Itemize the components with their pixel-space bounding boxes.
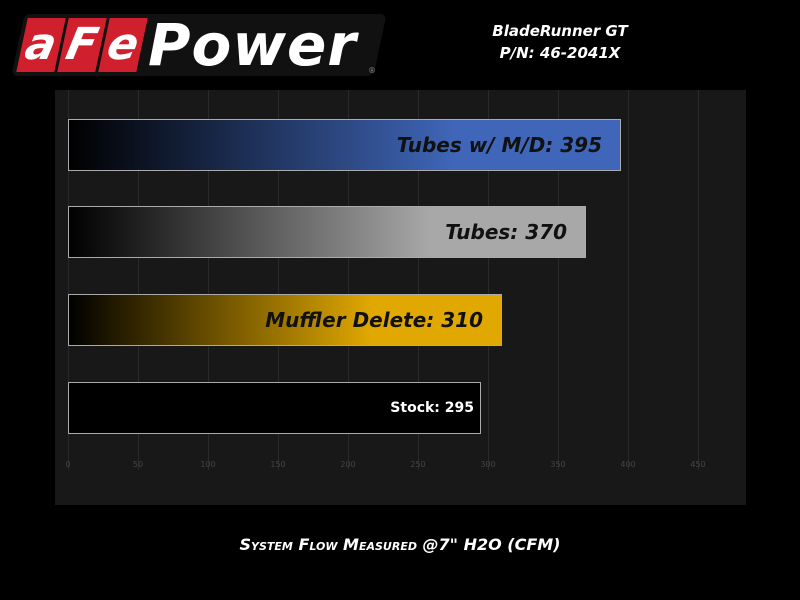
x-axis-label: System Flow Measured @7" H2O (CFM) [239,535,561,554]
bar-data-label: Muffler Delete: 310 [265,308,483,332]
x-tick-label: 450 [690,460,706,469]
x-tick-label: 250 [410,460,426,469]
bar-data-label: Stock: 295 [390,400,474,416]
gridline [698,90,699,470]
x-tick-label: 150 [270,460,286,469]
registered-mark: ® [368,66,376,75]
bar-data-label: Tubes w/ M/D: 395 [396,133,602,157]
chart-title: BladeRunner GT P/N: 46-2041X [440,20,680,64]
bar: Tubes w/ M/D: 395 [68,119,621,171]
logo-power-text: Power [148,11,357,79]
afe-logo: a F e [16,18,148,72]
gridline [418,90,419,470]
x-tick-label: 350 [550,460,566,469]
x-tick-label: 300 [480,460,496,469]
gridline [68,90,69,470]
gridline [628,90,629,470]
x-tick-label: 400 [620,460,636,469]
gridline [558,90,559,470]
x-tick-label: 50 [132,460,144,469]
x-tick-label: 100 [200,460,216,469]
bar: Muffler Delete: 310 [68,294,502,346]
title: BladeRunner GT [492,22,628,40]
bar-data-label: Tubes: 370 [445,220,567,244]
x-tick-label: 200 [340,460,356,469]
bar: Stock: 295 [68,382,481,434]
gridline [208,90,209,470]
gridline [488,90,489,470]
subtitle: P/N: 46-2041X [499,44,621,62]
bar: Tubes: 370 [68,206,586,258]
gridline [138,90,139,470]
logo-letter: e [98,18,148,72]
gridline [278,90,279,470]
plot-area: 0 50 100 150 200 250 300 350 400 450 Tubes w/ M/D:… [55,90,746,505]
x-tick-label: 0 [65,460,71,469]
gridline [348,90,349,470]
